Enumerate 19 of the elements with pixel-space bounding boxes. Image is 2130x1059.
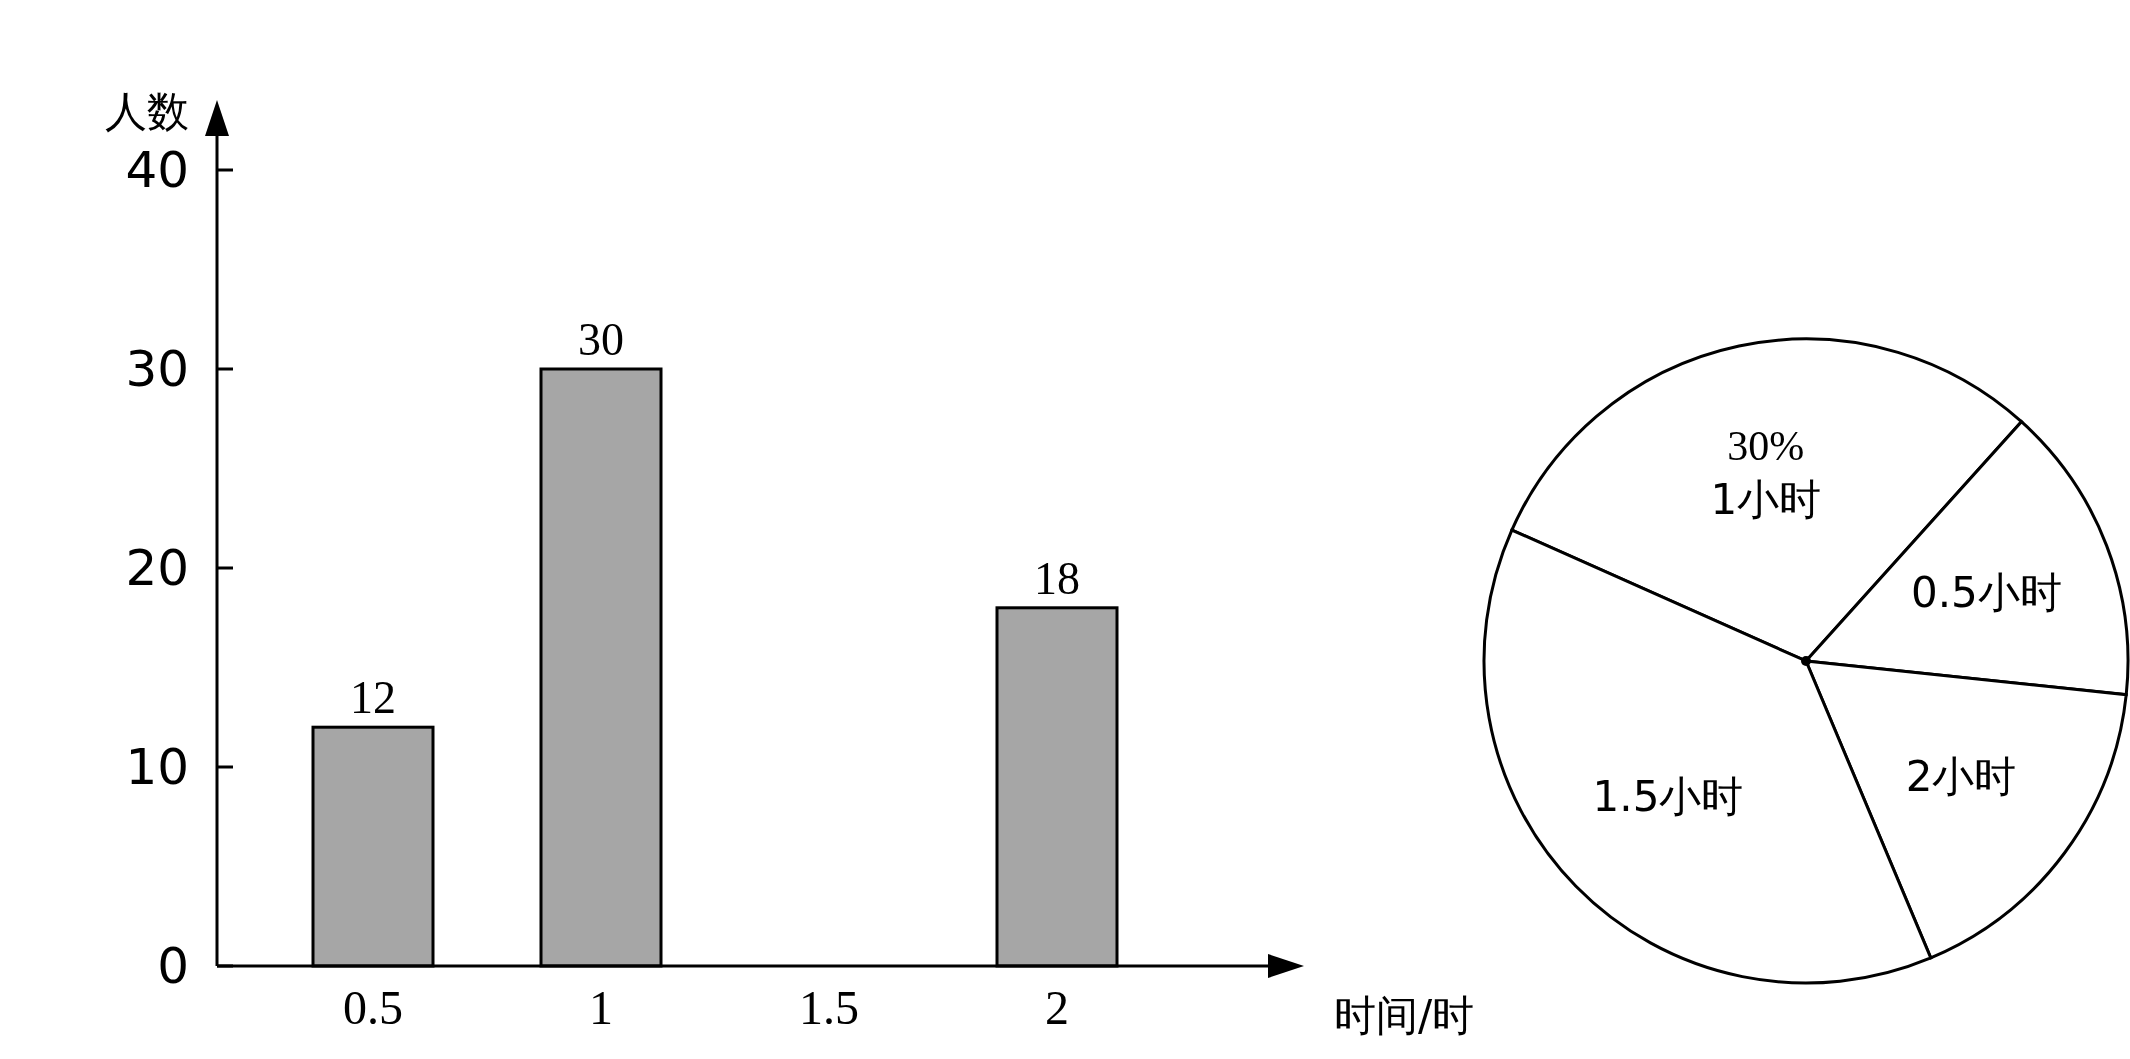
y-tick-label: 30 <box>125 340 189 398</box>
slice-label: 2小时 <box>1905 752 2017 802</box>
y-tick-label: 20 <box>125 539 189 597</box>
data-label: 12 <box>350 672 396 724</box>
data-label: 30% <box>1727 423 1805 470</box>
x-tick-label: 1.5 <box>799 981 859 1034</box>
y-tick-label: 10 <box>125 738 189 796</box>
y-tick-label: 0 <box>157 937 189 995</box>
x-tick-label: 0.5 <box>343 981 403 1034</box>
slice-label: 1小时 <box>1710 475 1822 525</box>
y-tick-label: 40 <box>125 141 189 199</box>
slice-label: 1.5小时 <box>1592 772 1744 822</box>
data-label: 30 <box>578 314 624 365</box>
slice-label: 0.5小时 <box>1910 567 2062 617</box>
x-tick-label: 2 <box>1045 981 1069 1034</box>
y-axis-title: 人数 <box>105 87 189 136</box>
x-tick-label: 1 <box>589 981 613 1034</box>
data-label: 18 <box>1034 552 1080 604</box>
x-axis-title: 时间/时 <box>1333 991 1475 1040</box>
